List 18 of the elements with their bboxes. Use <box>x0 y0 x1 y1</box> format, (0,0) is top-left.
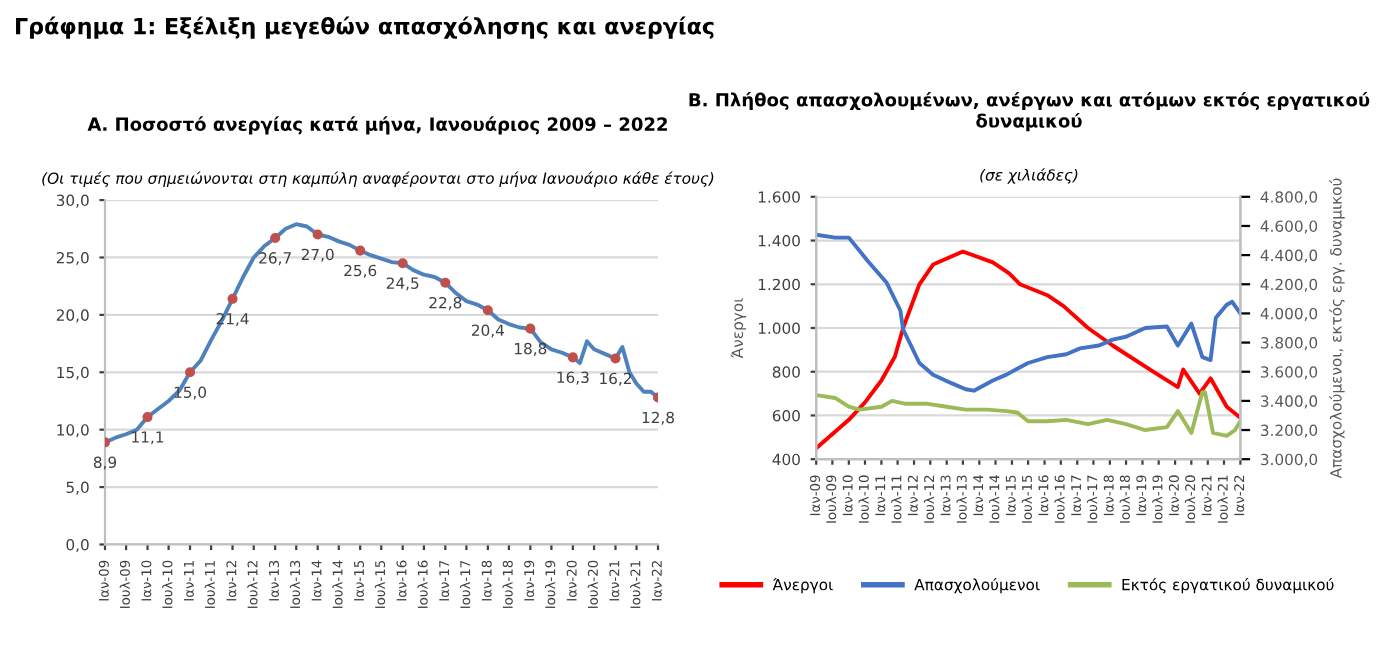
chart-title: Β. Πλήθος απασχολουμένων, ανέργων και ατόμων εκτός εργατικού δυναμικού <box>689 91 1370 132</box>
point <box>355 245 366 256</box>
text: Γράφημα 1: Εξέλιξη μεγεθών απασχόλησης και ανεργίας <box>16 16 714 39</box>
point <box>312 229 323 240</box>
point <box>567 352 578 363</box>
point <box>270 232 281 244</box>
line-series <box>816 232 1241 393</box>
line-series <box>816 390 1241 438</box>
point <box>440 277 451 288</box>
point <box>227 293 238 304</box>
chart-title: Α. Ποσοστό ανεργίας κατά μήνα, Ιανουάριος 2009 – 2022 <box>87 116 667 135</box>
point <box>142 411 153 423</box>
point <box>482 305 493 316</box>
point <box>397 258 408 269</box>
point <box>525 323 536 334</box>
point <box>610 353 621 364</box>
line-series <box>816 249 1241 451</box>
point <box>184 367 196 378</box>
